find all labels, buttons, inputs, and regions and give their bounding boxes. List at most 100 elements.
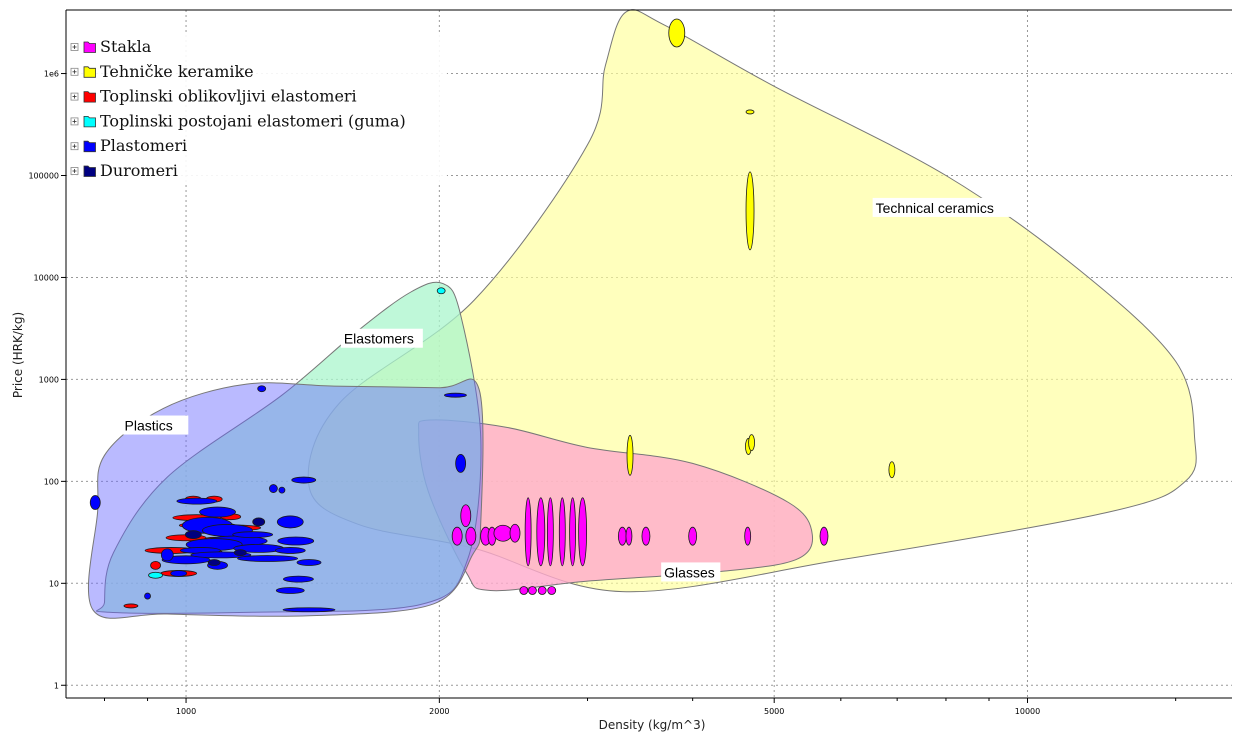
data-point[interactable] xyxy=(819,526,829,546)
series-stakla xyxy=(451,497,829,595)
data-point[interactable] xyxy=(232,531,274,539)
legend-label: Duromeri xyxy=(100,161,178,180)
y-tick-label: 1 xyxy=(54,681,59,690)
folder-icon xyxy=(83,116,96,128)
data-point[interactable] xyxy=(546,497,554,567)
data-point[interactable] xyxy=(455,454,467,473)
data-point[interactable] xyxy=(617,526,627,546)
data-point[interactable] xyxy=(296,559,322,566)
data-point[interactable] xyxy=(668,18,686,48)
data-point[interactable] xyxy=(283,575,314,583)
data-point[interactable] xyxy=(199,506,236,518)
data-point[interactable] xyxy=(625,526,633,546)
envelope-label-box xyxy=(121,415,189,435)
data-point[interactable] xyxy=(745,109,755,115)
data-point[interactable] xyxy=(89,495,101,510)
y-tick-label: 100 xyxy=(44,477,59,486)
data-point[interactable] xyxy=(536,497,546,567)
folder-icon xyxy=(83,41,96,53)
data-point[interactable] xyxy=(436,287,446,295)
folder-icon-shape xyxy=(83,91,96,103)
x-tick-label: 5000 xyxy=(764,707,784,716)
data-point[interactable] xyxy=(451,526,463,546)
data-point[interactable] xyxy=(257,385,267,393)
envelope-label-box xyxy=(340,328,423,348)
data-point[interactable] xyxy=(176,497,218,505)
legend[interactable]: Stakla Tehničke keramike Toplinski oblikov… xyxy=(67,33,447,183)
legend-item-tehnicke-keramike[interactable]: Tehničke keramike xyxy=(70,62,254,81)
data-point[interactable] xyxy=(274,547,306,554)
envelope-label-technical-ceramics: Technical ceramics xyxy=(876,200,994,216)
series-duromeri xyxy=(184,517,266,566)
data-point[interactable] xyxy=(509,523,521,543)
data-point[interactable] xyxy=(282,607,336,613)
envelope-label-box xyxy=(661,562,721,582)
data-point[interactable] xyxy=(558,497,566,567)
envelope-label-glasses: Glasses xyxy=(664,564,715,580)
envelope-labels: Technical ceramics Glasses Elastomers Plast… xyxy=(121,197,1016,582)
y-tick-label: 100000 xyxy=(28,171,59,180)
folder-icon-shape xyxy=(83,41,96,53)
x-axis-title: Density (kg/m^3) xyxy=(599,718,706,732)
data-point[interactable] xyxy=(207,559,221,566)
data-point[interactable] xyxy=(144,592,151,600)
data-point[interactable] xyxy=(237,555,298,562)
data-point[interactable] xyxy=(524,497,532,567)
y-axis-title: Price (HRK/kg) xyxy=(11,312,25,398)
legend-background xyxy=(67,33,447,183)
envelope-label-plastics: Plastics xyxy=(125,418,173,434)
folder-icon-shape xyxy=(83,140,96,153)
x-tick-label: 1000 xyxy=(176,707,196,716)
data-point[interactable] xyxy=(268,484,278,493)
data-point[interactable] xyxy=(276,515,304,529)
data-point[interactable] xyxy=(626,434,634,476)
legend-label: Toplinski postojani elastomeri (guma) xyxy=(100,111,406,130)
legend-label: Toplinski oblikovljivi elastomeri xyxy=(100,87,357,106)
data-point[interactable] xyxy=(252,517,266,527)
data-point[interactable] xyxy=(493,524,513,542)
legend-label: Stakla xyxy=(100,37,152,56)
data-point[interactable] xyxy=(291,476,317,484)
data-point[interactable] xyxy=(277,536,315,546)
folder-icon-shape xyxy=(83,66,96,78)
data-point[interactable] xyxy=(123,603,139,609)
data-point[interactable] xyxy=(465,526,477,546)
data-point[interactable] xyxy=(748,434,755,451)
data-point[interactable] xyxy=(641,526,651,546)
data-point[interactable] xyxy=(184,530,202,540)
legend-item-toplinski-postojani-elastomeri-guma[interactable]: Toplinski postojani elastomeri (guma) xyxy=(70,111,406,130)
data-point[interactable] xyxy=(519,586,529,595)
data-point[interactable] xyxy=(278,486,286,494)
data-point[interactable] xyxy=(150,560,161,570)
legend-item-stakla[interactable]: Stakla xyxy=(70,37,152,56)
folder-icon-shape xyxy=(83,116,96,128)
data-point[interactable] xyxy=(578,497,588,567)
data-point[interactable] xyxy=(744,526,752,546)
data-point[interactable] xyxy=(745,171,755,251)
y-tick-label: 10 xyxy=(49,579,59,588)
legend-item-duromeri[interactable]: Duromeri xyxy=(70,161,178,180)
data-point[interactable] xyxy=(148,571,163,579)
legend-item-toplinski-oblikovljivi-elastomeri[interactable]: Toplinski oblikovljivi elastomeri xyxy=(70,87,357,106)
axis-ticks: 1000 2000 5000 10000 1 10 100 1000 10000 100000 1e… xyxy=(28,70,1177,716)
data-point[interactable] xyxy=(170,570,188,577)
data-point[interactable] xyxy=(688,526,698,546)
data-point[interactable] xyxy=(528,586,537,595)
envelope-label-elastomers: Elastomers xyxy=(344,331,414,347)
data-point[interactable] xyxy=(569,497,577,567)
series-toplinski-postojani-elastomeri-guma xyxy=(148,287,446,579)
data-point[interactable] xyxy=(233,549,247,557)
data-point[interactable] xyxy=(161,555,211,565)
data-point[interactable] xyxy=(444,392,467,398)
data-point[interactable] xyxy=(460,504,472,528)
series-plastomeri xyxy=(89,385,467,613)
data-point[interactable] xyxy=(160,548,174,562)
y-tick-label: 1e6 xyxy=(44,70,59,79)
data-point[interactable] xyxy=(547,586,557,595)
data-point[interactable] xyxy=(275,587,305,594)
folder-icon xyxy=(83,140,96,153)
data-point[interactable] xyxy=(888,461,896,479)
data-point[interactable] xyxy=(537,586,547,595)
folder-icon xyxy=(83,66,96,78)
legend-item-plastomeri[interactable]: Plastomeri xyxy=(70,136,187,155)
